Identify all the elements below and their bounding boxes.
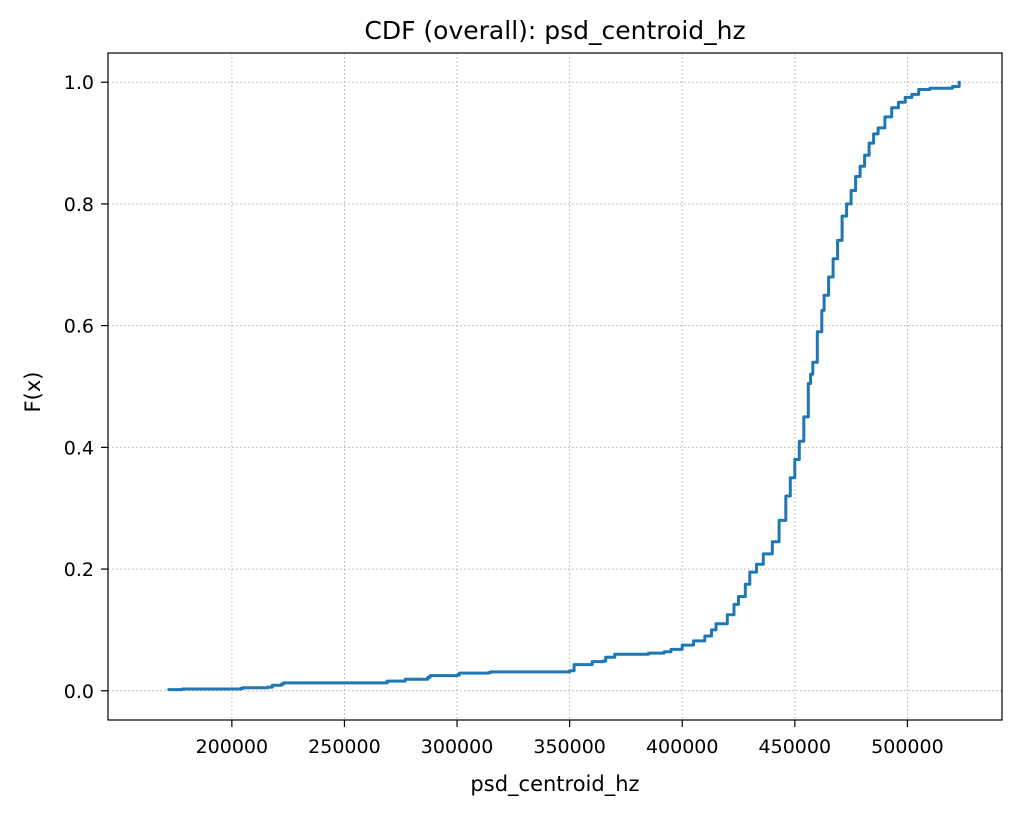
x-axis: 200000 250000 300000 350000 400000 450000 5000… <box>196 720 944 758</box>
x-tick-label: 200000 <box>196 736 269 758</box>
series-line <box>167 80 961 692</box>
y-axis-label: F(x) <box>21 372 45 413</box>
y-axis: 0.0 0.2 0.4 0.6 0.8 1.0 <box>64 72 108 703</box>
y-tick-label: 0.2 <box>64 559 94 581</box>
x-tick-label: 500000 <box>871 736 944 758</box>
y-tick-label: 0.0 <box>64 681 94 703</box>
y-tick-label: 0.8 <box>64 194 94 216</box>
x-tick-label: 450000 <box>759 736 832 758</box>
grid <box>108 53 1002 720</box>
y-tick-label: 0.6 <box>64 316 94 338</box>
x-tick-label: 300000 <box>421 736 494 758</box>
x-axis-label: psd_centroid_hz <box>470 772 639 797</box>
x-tick-label: 350000 <box>533 736 606 758</box>
chart-title: CDF (overall): psd_centroid_hz <box>364 16 745 45</box>
y-tick-label: 1.0 <box>64 72 94 94</box>
plot-frame <box>107 52 1003 721</box>
x-tick-label: 400000 <box>646 736 719 758</box>
y-tick-label: 0.4 <box>64 437 94 459</box>
x-tick-label: 250000 <box>308 736 381 758</box>
